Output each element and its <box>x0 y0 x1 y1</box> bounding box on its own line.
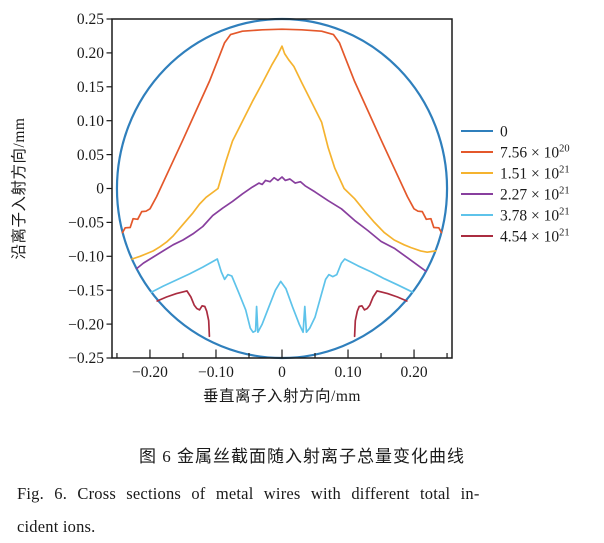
legend-label: 3.78 × 1021 <box>500 206 570 224</box>
legend-entry-7.56e20: 7.56 × 1020 <box>461 143 570 161</box>
y-tick-label: 0 <box>96 181 104 198</box>
legend-label: 7.56 × 1020 <box>500 143 570 161</box>
series-line-7.56e20 <box>121 28 443 234</box>
series-line-1.51e21 <box>131 45 437 260</box>
figure-chart: −0.20 −0.10 0 0.10 0.20 0.25 0.20 0.15 0.10 0.05 0… <box>10 11 570 405</box>
x-tick-label: 0.20 <box>400 364 427 381</box>
legend-entry-3.78e21: 3.78 × 1021 <box>461 206 570 224</box>
series-line-2.27e21 <box>135 176 427 273</box>
legend-label: 1.51 × 1021 <box>500 164 570 182</box>
y-tick-label: 0.05 <box>77 147 104 164</box>
y-tick-label: 0.15 <box>77 79 104 96</box>
series-line-4.54e21 <box>156 290 211 338</box>
y-tick-label: 0.25 <box>77 11 104 28</box>
x-tick-label: −0.20 <box>132 364 168 381</box>
caption-english: Fig. 6. Cross sections of metal wires wi… <box>17 478 589 543</box>
caption-english-line1: Fig. 6. Cross sections of metal wires wi… <box>17 484 480 503</box>
x-tick-label: 0.10 <box>334 364 361 381</box>
y-tick-label: −0.25 <box>68 350 104 367</box>
series-line-4.54e21 <box>353 290 408 338</box>
legend-label: 2.27 × 1021 <box>500 185 570 203</box>
y-tick-label: 0.20 <box>77 45 104 62</box>
legend-label: 0 <box>500 123 508 140</box>
legend-label: 4.54 × 1021 <box>500 227 570 245</box>
legend-entry-1.51e21: 1.51 × 1021 <box>461 164 570 182</box>
caption-chinese: 图 6 金属丝截面随入射离子总量变化曲线 <box>139 447 465 466</box>
y-tick-label: 0.10 <box>77 113 104 130</box>
legend-entry-0: 0 <box>461 123 508 140</box>
caption-english-line2: cident ions. <box>17 516 96 536</box>
y-axis-label: 沿离子入射方向/mm <box>10 118 28 260</box>
y-tick-label: −0.15 <box>68 282 104 299</box>
y-tick-label: −0.05 <box>68 215 104 232</box>
legend-entry-4.54e21: 4.54 × 1021 <box>461 227 570 245</box>
x-tick-label: 0 <box>278 364 286 381</box>
x-axis-label: 垂直离子入射方向/mm <box>203 387 361 405</box>
legend-entry-2.27e21: 2.27 × 1021 <box>461 185 570 203</box>
series-circle-0 <box>115 17 449 360</box>
series-line-3.78e21 <box>150 258 414 334</box>
y-tick-label: −0.10 <box>68 249 104 266</box>
x-tick-label: −0.10 <box>198 364 234 381</box>
y-tick-label: −0.20 <box>68 316 104 333</box>
